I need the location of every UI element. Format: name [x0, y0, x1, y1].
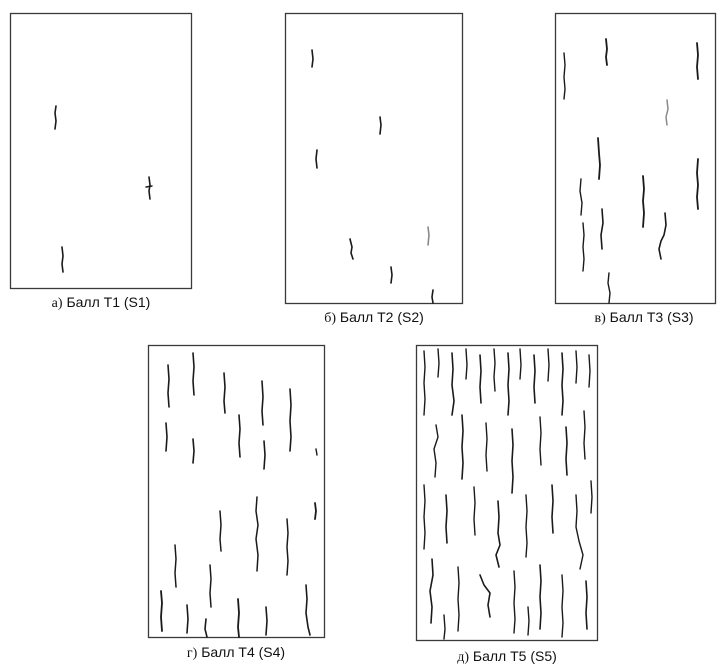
- caption-s1-label: Балл T1 (S1): [66, 294, 151, 310]
- panel-s1-drawing: [9, 12, 193, 290]
- panel-s2-cracks: [311, 49, 434, 304]
- caption-s5-prefix: д): [457, 650, 469, 665]
- panel-s4: [147, 344, 326, 639]
- caption-s4-prefix: г): [186, 646, 198, 661]
- panel-s2-drawing: [284, 12, 464, 305]
- panel-s3-cracks: [563, 38, 699, 304]
- caption-s1-prefix: а): [51, 296, 63, 311]
- panel-s4-drawing: [147, 344, 326, 639]
- panel-s3-drawing: [554, 12, 717, 305]
- caption-s5-label: Балл T5 (S5): [472, 648, 557, 664]
- caption-s2-prefix: б): [324, 311, 336, 326]
- caption-s3-prefix: в): [594, 311, 606, 326]
- caption-s2-label: Балл T2 (S2): [339, 309, 424, 325]
- panel-s3: [554, 12, 717, 305]
- caption-s4-label: Балл T4 (S4): [201, 644, 286, 660]
- panel-s4-cracks: [160, 352, 318, 638]
- panel-s5-cracks: [423, 348, 593, 640]
- panel-s1-cracks: [54, 105, 153, 273]
- panel-s2: [284, 12, 464, 305]
- caption-s4: г) Балл T4 (S4): [166, 644, 306, 662]
- caption-s1: а) Балл T1 (S1): [30, 294, 172, 312]
- panel-s1: [9, 12, 193, 290]
- caption-s2: б) Балл T2 (S2): [304, 309, 444, 327]
- caption-s3-label: Балл T3 (S3): [609, 309, 694, 325]
- caption-s3: в) Балл T3 (S3): [574, 309, 714, 327]
- panel-s5: [415, 344, 599, 642]
- caption-s5: д) Балл T5 (S5): [436, 648, 578, 666]
- panel-s5-drawing: [415, 344, 599, 642]
